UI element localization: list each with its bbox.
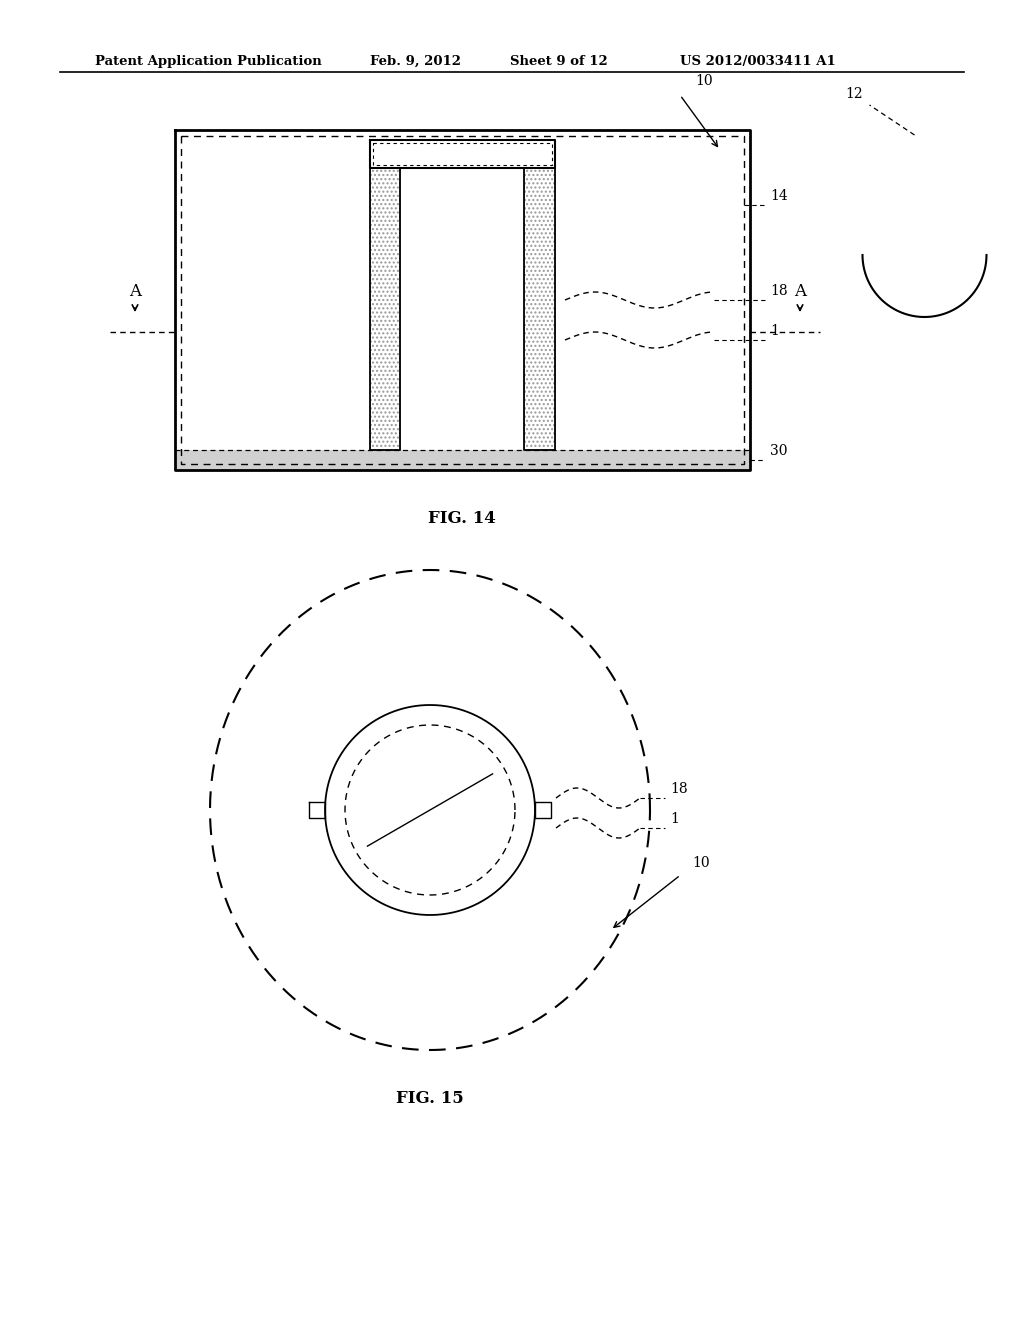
Text: 18: 18	[670, 781, 688, 796]
Text: 10: 10	[695, 74, 713, 88]
Text: A: A	[794, 284, 806, 301]
Text: FIG. 14: FIG. 14	[428, 510, 496, 527]
Text: FIG. 15: FIG. 15	[396, 1090, 464, 1107]
Text: Patent Application Publication: Patent Application Publication	[95, 55, 322, 69]
Text: 30: 30	[770, 444, 787, 458]
Text: 12: 12	[846, 87, 863, 102]
Text: 14: 14	[770, 189, 787, 203]
Bar	[175, 450, 750, 470]
Bar	[524, 168, 555, 450]
Text: 1: 1	[670, 812, 679, 826]
Text: A: A	[129, 284, 141, 301]
Text: 10: 10	[692, 855, 711, 870]
Text: 18: 18	[770, 284, 787, 298]
Text: Sheet 9 of 12: Sheet 9 of 12	[510, 55, 608, 69]
Text: Feb. 9, 2012: Feb. 9, 2012	[370, 55, 461, 69]
Text: 1: 1	[770, 323, 779, 338]
Text: US 2012/0033411 A1: US 2012/0033411 A1	[680, 55, 836, 69]
Bar	[370, 168, 400, 450]
